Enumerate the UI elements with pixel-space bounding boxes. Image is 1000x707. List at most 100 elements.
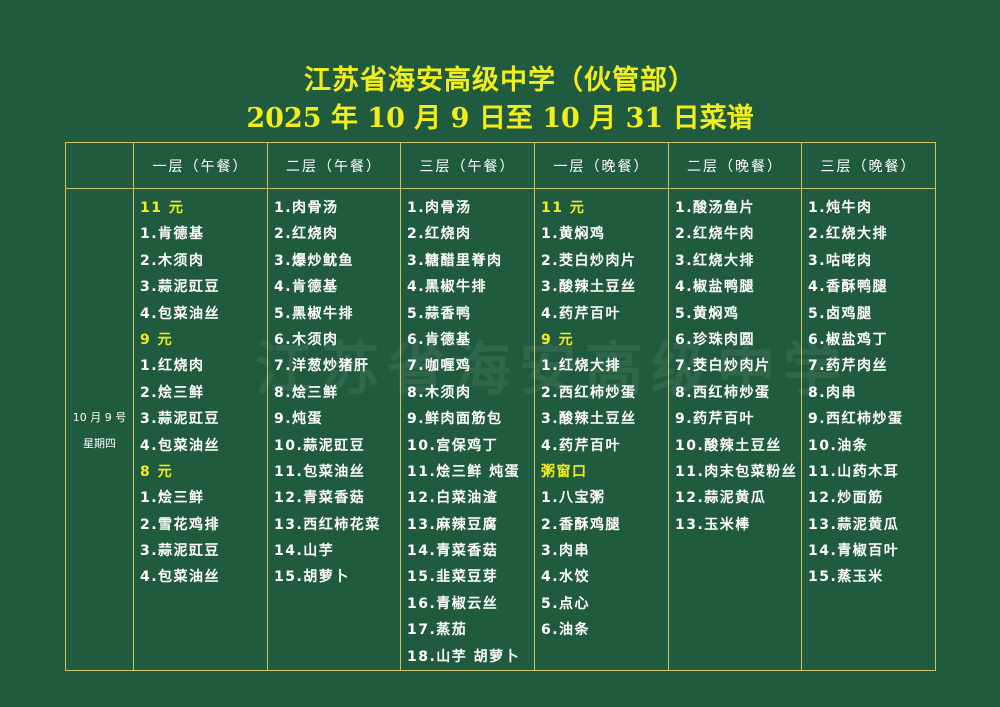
menu-item: 5.点心 [541, 595, 591, 612]
header-floor2-dinner: 二层（晚餐） [668, 142, 802, 189]
menu-item: 3.红烧大排 [675, 252, 756, 269]
menu-item: 11.山药木耳 [808, 463, 900, 480]
menu-item: 3.爆炒鱿鱼 [274, 252, 355, 269]
menu-item: 5.卤鸡腿 [808, 305, 873, 322]
menu-item: 13.西红柿花菜 [274, 516, 381, 533]
menu-item: 2.红烧牛肉 [675, 226, 756, 243]
menu-item: 13.蒜泥黄瓜 [808, 516, 900, 533]
header-empty [65, 142, 134, 189]
menu-list: 1.炖牛肉 2.红烧大排 3.咕咾肉 4.香酥鸭腿 5.卤鸡腿 6.椒盐鸡丁 7.药芹肉丝 8… [802, 189, 935, 591]
menu-item: 1.肉骨汤 [407, 200, 472, 216]
menu-list: 1.酸汤鱼片 2.红烧牛肉 3.红烧大排 4.椒盐鸭腿 5.黄焖鸡 6.珍珠肉圆 7.茭白炒… [669, 189, 801, 538]
menu-item: 13.玉米棒 [675, 516, 751, 533]
menu-cell: 1.肉骨汤 2.红烧肉 3.糖醋里脊肉 4.黑椒牛排 5.蒜香鸭 6.肯德基 7.咖喱鸡 8.… [400, 187, 535, 672]
menu-item: 3.酸辣土豆丝 [541, 411, 637, 428]
menu-item: 7.茭白炒肉片 [675, 358, 771, 375]
day-row: 10 月 9 号 星期四 11 元 1.肯德基 2.木须肉 3.蒜泥豇豆 4.包菜油丝 9… [65, 187, 936, 672]
menu-item: 12.白菜油渣 [407, 490, 499, 507]
menu-item: 1.八宝粥 [541, 490, 606, 507]
menu-item: 8.西红柿炒蛋 [675, 384, 771, 401]
header-floor1-dinner: 一层（晚餐） [534, 142, 669, 189]
menu-item: 6.肯德基 [407, 331, 472, 348]
menu-cell: 11 元 1.肯德基 2.木须肉 3.蒜泥豇豆 4.包菜油丝 9 元 1.红烧肉 2.烩三鲜 3… [133, 187, 268, 672]
menu-item: 1.肉骨汤 [274, 200, 339, 216]
menu-item: 10.蒜泥豇豆 [274, 437, 366, 454]
menu-item: 9.药芹百叶 [675, 411, 756, 428]
menu-item: 4.药芹百叶 [541, 437, 622, 454]
day-weekday: 星期四 [83, 436, 116, 450]
menu-item: 9.鲜肉面筋包 [407, 411, 503, 428]
menu-item: 3.糖醋里脊肉 [407, 252, 503, 269]
menu-item: 2.茭白炒肉片 [541, 252, 637, 269]
menu-item: 1.黄焖鸡 [541, 226, 606, 243]
menu-cell: 1.酸汤鱼片 2.红烧牛肉 3.红烧大排 4.椒盐鸭腿 5.黄焖鸡 6.珍珠肉圆 7.茭白炒… [668, 187, 802, 672]
menu-item: 7.药芹肉丝 [808, 358, 889, 375]
menu-item: 5.蒜香鸭 [407, 305, 472, 322]
menu-item: 15.胡萝卜 [274, 569, 350, 586]
menu-item: 8.肉串 [808, 384, 858, 401]
menu-item: 14.山芋 [274, 543, 335, 560]
menu-item: 11.肉末包菜粉丝 [675, 463, 798, 480]
menu-item: 10.酸辣土豆丝 [675, 437, 782, 454]
menu-item: 9.西红柿炒蛋 [808, 411, 904, 428]
menu-item: 1.红烧肉 [140, 358, 205, 375]
menu-item: 3.蒜泥豇豆 [140, 543, 221, 560]
menu-item: 17.蒸茄 [407, 622, 468, 639]
menu-item: 13.麻辣豆腐 [407, 516, 499, 533]
menu-item: 11.包菜油丝 [274, 463, 366, 480]
menu-item: 3.酸辣土豆丝 [541, 279, 637, 296]
menu-item: 4.椒盐鸭腿 [675, 279, 756, 296]
menu-item: 14.青椒百叶 [808, 543, 900, 560]
menu-item: 5.黄焖鸡 [675, 305, 740, 322]
section-heading: 9 元 [541, 331, 575, 348]
menu-item: 1.烩三鲜 [140, 490, 205, 507]
menu-item: 4.包菜油丝 [140, 437, 221, 454]
menu-item: 4.包菜油丝 [140, 305, 221, 322]
menu-item: 6.油条 [541, 622, 591, 639]
menu-cell: 11 元 1.黄焖鸡 2.茭白炒肉片 3.酸辣土豆丝 4.药芹百叶 9 元 1.红烧大排 2.… [534, 187, 669, 672]
menu-item: 4.包菜油丝 [140, 569, 221, 586]
menu-item: 4.水饺 [541, 569, 591, 586]
menu-item: 4.黑椒牛排 [407, 279, 488, 296]
menu-list: 11 元 1.肯德基 2.木须肉 3.蒜泥豇豆 4.包菜油丝 9 元 1.红烧肉 2.烩三鲜 3… [134, 189, 267, 591]
page-subtitle: 2025 年 10 月 9 日至 10 月 31 日菜谱 [246, 103, 754, 134]
menu-item: 1.红烧大排 [541, 358, 622, 375]
menu-item: 2.红烧肉 [274, 226, 339, 243]
menu-item: 12.炒面筋 [808, 490, 884, 507]
header-floor2-lunch: 二层（午餐） [267, 142, 401, 189]
menu-item: 11.烩三鲜 炖蛋 [407, 463, 521, 480]
menu-cell: 1.肉骨汤 2.红烧肉 3.爆炒鱿鱼 4.肯德基 5.黑椒牛排 6.木须肉 7.洋葱炒猪肝 8… [267, 187, 401, 672]
menu-item: 4.肯德基 [274, 279, 339, 296]
menu-item: 2.烩三鲜 [140, 384, 205, 401]
section-heading: 11 元 [541, 200, 586, 216]
page-title: 江苏省海安高级中学（伙管部） [304, 65, 696, 96]
menu-item: 1.酸汤鱼片 [675, 200, 756, 216]
menu-item: 2.红烧肉 [407, 226, 472, 243]
header-floor3-lunch: 三层（午餐） [400, 142, 535, 189]
menu-item: 6.椒盐鸡丁 [808, 331, 889, 348]
menu-list: 1.肉骨汤 2.红烧肉 3.糖醋里脊肉 4.黑椒牛排 5.蒜香鸭 6.肯德基 7.咖喱鸡 8.… [401, 189, 534, 670]
header-floor3-dinner: 三层（晚餐） [801, 142, 936, 189]
watermark: 江苏省海安高级中学 [255, 335, 850, 403]
menu-item: 15.蒸玉米 [808, 569, 884, 586]
menu-item: 8.烩三鲜 [274, 384, 339, 401]
header-floor1-lunch: 一层（午餐） [133, 142, 268, 189]
menu-item: 8.木须肉 [407, 384, 472, 401]
menu-list: 1.肉骨汤 2.红烧肉 3.爆炒鱿鱼 4.肯德基 5.黑椒牛排 6.木须肉 7.洋葱炒猪肝 8… [268, 189, 400, 591]
menu-item: 3.蒜泥豇豆 [140, 279, 221, 296]
menu-item: 14.青菜香菇 [407, 543, 499, 560]
menu-item: 4.香酥鸭腿 [808, 279, 889, 296]
menu-item: 7.洋葱炒猪肝 [274, 358, 370, 375]
day-date: 10 月 9 号 [72, 410, 127, 424]
menu-item: 5.黑椒牛排 [274, 305, 355, 322]
menu-item: 2.红烧大排 [808, 226, 889, 243]
menu-item: 10.油条 [808, 437, 869, 454]
menu-cell: 1.炖牛肉 2.红烧大排 3.咕咾肉 4.香酥鸭腿 5.卤鸡腿 6.椒盐鸡丁 7.药芹肉丝 8… [801, 187, 936, 672]
section-heading: 11 元 [140, 200, 185, 216]
section-heading: 9 元 [140, 331, 174, 348]
menu-item: 9.炖蛋 [274, 411, 324, 428]
section-heading: 粥窗口 [541, 463, 588, 480]
menu-item: 12.青菜香菇 [274, 490, 366, 507]
menu-item: 7.咖喱鸡 [407, 358, 472, 375]
menu-item: 2.雪花鸡排 [140, 516, 221, 533]
